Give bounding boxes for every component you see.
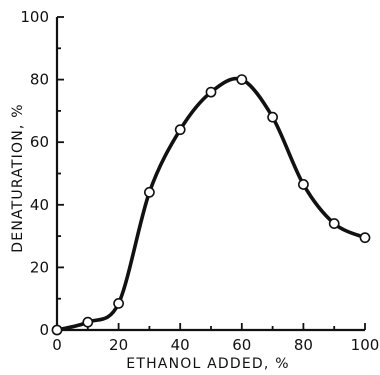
data-point bbox=[267, 111, 278, 123]
data-point bbox=[143, 186, 155, 198]
x-tick-label: 100 bbox=[351, 336, 380, 354]
y-tick-label: 100 bbox=[20, 8, 49, 26]
y-tick-label: 60 bbox=[30, 133, 49, 151]
x-tick-label: 20 bbox=[109, 336, 128, 354]
data-point bbox=[328, 218, 340, 229]
data-point bbox=[82, 316, 94, 328]
x-axis-label: ETHANOL ADDED, % bbox=[126, 356, 289, 372]
series-line bbox=[55, 76, 367, 332]
data-point bbox=[113, 297, 124, 309]
x-tick-label: 80 bbox=[294, 336, 313, 354]
data-point bbox=[297, 179, 309, 190]
y-tick-label: 80 bbox=[30, 71, 49, 89]
data-point bbox=[236, 74, 248, 85]
plot-area bbox=[51, 74, 371, 336]
data-point bbox=[205, 86, 217, 98]
y-tick-label: 20 bbox=[30, 258, 49, 276]
y-axis-label: DENATURATION, % bbox=[10, 103, 26, 252]
x-tick-label: 40 bbox=[171, 336, 190, 354]
y-tick-label: 40 bbox=[30, 196, 49, 214]
tick-marks bbox=[56, 16, 366, 331]
data-point bbox=[174, 124, 186, 136]
x-tick-label: 0 bbox=[52, 336, 62, 354]
y-tick-label: 0 bbox=[39, 321, 49, 339]
axes bbox=[55, 17, 365, 332]
tick-labels: 0 20 40 60 80 100 0 20 40 60 80 100 bbox=[20, 8, 379, 354]
data-point bbox=[51, 324, 63, 336]
data-point bbox=[359, 232, 371, 244]
x-tick-label: 60 bbox=[232, 336, 251, 354]
